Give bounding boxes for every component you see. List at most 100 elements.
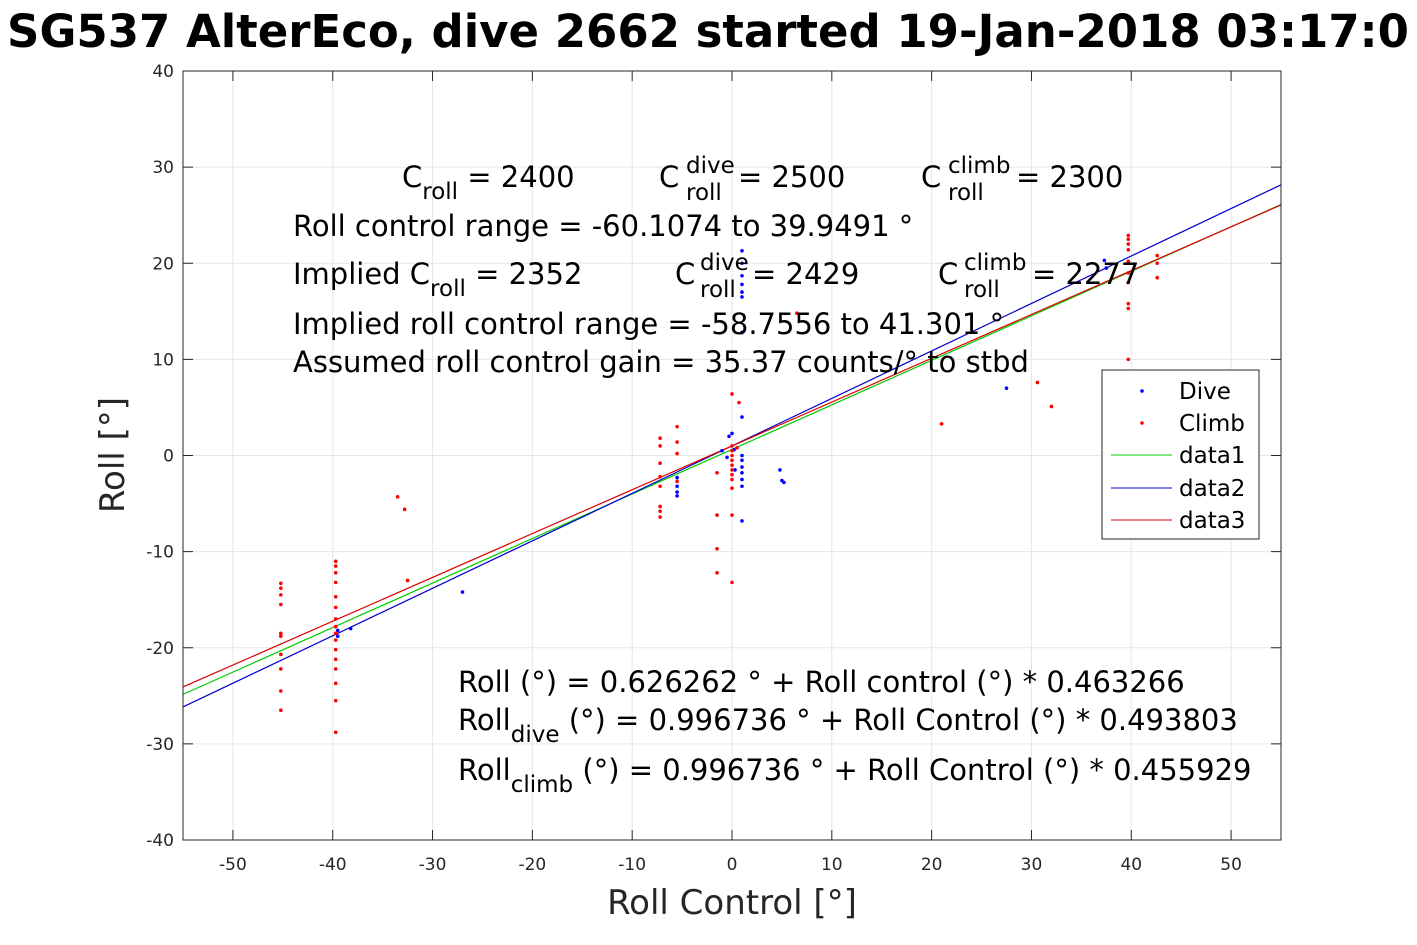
climb-point — [675, 440, 679, 444]
climb-point — [675, 424, 679, 429]
climb-point — [279, 602, 283, 607]
climb-point — [279, 689, 283, 693]
climb-point — [795, 311, 799, 316]
y-tick-label: 10 — [152, 350, 174, 370]
dive-point — [740, 290, 744, 294]
annotation-implied-c-roll-dive-value: = 2429 — [752, 257, 859, 291]
x-tick-label: 50 — [1220, 855, 1242, 875]
climb-point — [715, 513, 719, 517]
climb-point — [730, 472, 734, 477]
dive-point — [740, 458, 744, 463]
climb-point — [658, 474, 662, 479]
y-tick-label: 30 — [152, 158, 174, 178]
dive-point — [725, 455, 729, 460]
dive-point — [740, 453, 744, 458]
climb-point — [1126, 271, 1131, 275]
annotation-c-roll-climb: C — [921, 160, 941, 194]
climb-point — [333, 595, 338, 599]
climb-point — [333, 605, 338, 610]
legend-climb-marker — [1140, 421, 1144, 425]
dive-point — [740, 471, 744, 475]
legend: Dive Climb data1 data2 data3 — [1101, 369, 1260, 540]
climb-point — [939, 421, 944, 426]
annotation-c-roll-climb-sup: climb — [948, 153, 1010, 179]
climb-point — [333, 657, 338, 662]
climb-point — [333, 730, 338, 735]
annotation-implied-c-roll-climb-sub: roll — [964, 277, 1000, 303]
climb-point — [715, 570, 719, 575]
climb-point — [1049, 404, 1054, 409]
climb-point — [658, 484, 662, 489]
climb-point — [333, 631, 338, 636]
annotation-roll-control-range: Roll control range = -60.1074 to 39.9491… — [293, 209, 913, 243]
climb-point — [730, 444, 734, 448]
axes — [182, 70, 1282, 841]
climb-point — [730, 477, 734, 482]
annotation-fit-all: Roll (°) = 0.626262 ° + Roll control (°)… — [458, 665, 1185, 699]
annotation-implied-c-roll-climb-value: = 2277 — [1032, 257, 1139, 291]
climb-point — [279, 581, 283, 586]
dive-point — [740, 330, 744, 335]
dive-point — [740, 273, 744, 278]
annotation-implied-c-roll-dive-sup: dive — [700, 250, 749, 276]
x-tick-labels: -50 -40 -30 -20 -10 0 10 20 30 40 50 — [219, 855, 1242, 875]
climb-point — [658, 461, 662, 465]
climb-point — [279, 593, 283, 597]
climb-point — [1155, 261, 1160, 266]
climb-point — [395, 495, 400, 499]
climb-point — [333, 681, 338, 686]
climb-point — [279, 708, 283, 713]
climb-point — [333, 698, 338, 703]
climb-point — [730, 392, 734, 396]
climb-point — [730, 458, 734, 463]
dive-point — [1102, 258, 1107, 263]
y-tick-label: 20 — [152, 254, 174, 274]
x-axis-label: Roll Control [°] — [607, 883, 857, 923]
annotation-c-roll-climb-value: = 2300 — [1016, 160, 1123, 194]
dive-point — [675, 484, 679, 489]
dive-point — [1104, 266, 1109, 270]
climb-point — [333, 617, 338, 621]
climb-point — [333, 667, 338, 671]
climb-point — [333, 564, 338, 568]
climb-point — [333, 570, 338, 575]
dive-point — [782, 480, 786, 485]
y-axis-label: Roll [°] — [93, 397, 133, 513]
annotation-c-roll: Croll = 2400 — [402, 160, 575, 205]
dive-point — [1004, 386, 1009, 391]
climb-point — [1126, 357, 1131, 362]
y-tick-label: -20 — [146, 639, 174, 659]
y-tick-labels: -40 -30 -20 -10 0 10 20 30 40 — [146, 62, 174, 851]
climb-point — [333, 580, 338, 585]
climb-point — [1155, 253, 1160, 258]
chart-title: SG537 AlterEco, dive 2662 started 19-Jan… — [7, 5, 1409, 58]
climb-point — [333, 647, 338, 652]
legend-data3-label: data3 — [1179, 508, 1245, 534]
climb-point — [730, 580, 734, 585]
dive-point — [740, 248, 744, 253]
climb-point — [658, 504, 662, 509]
climb-point — [333, 559, 338, 564]
climb-point — [730, 453, 734, 458]
legend-data1-label: data1 — [1179, 443, 1245, 469]
x-tick-label: -30 — [419, 855, 447, 875]
annotation-c-roll-dive-sup: dive — [686, 153, 735, 179]
legend-dive-marker — [1140, 389, 1144, 393]
dive-point — [740, 261, 744, 266]
dive-point — [778, 468, 782, 472]
annotation-c-roll-dive-value: = 2500 — [738, 160, 845, 194]
legend-data2-label: data2 — [1179, 476, 1245, 502]
climb-point — [1126, 259, 1131, 264]
x-tick-label: -40 — [319, 855, 347, 875]
annotation-c-roll-climb-sub: roll — [948, 180, 984, 206]
y-tick-label: -30 — [146, 735, 174, 755]
dive-point — [460, 590, 465, 594]
dive-point — [720, 448, 724, 453]
dive-point — [335, 628, 340, 633]
climb-point — [279, 586, 283, 590]
annotation-implied-c-roll-dive-sub: roll — [700, 277, 736, 303]
climb-point — [658, 515, 662, 519]
climb-point — [675, 451, 679, 456]
climb-point — [730, 513, 734, 517]
